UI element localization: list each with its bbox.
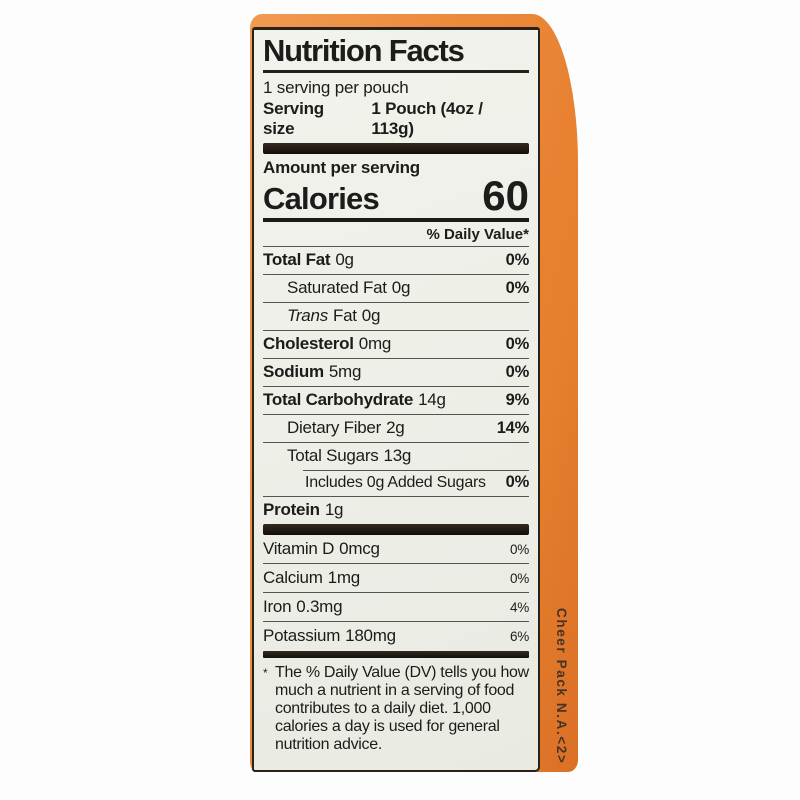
thick-separator-top — [263, 143, 529, 155]
nutrient-row-added-sugars: Includes 0g Added Sugars 0% — [263, 469, 530, 496]
nutrient-amount: 2g — [386, 418, 405, 438]
amount-per-serving-label: Amount per serving — [263, 158, 420, 178]
vitamin-dv: 6% — [509, 628, 529, 644]
nutrient-row-sodium: Sodium 5mg 0% — [263, 357, 530, 386]
footnote-text: The % Daily Value (DV) tells you how muc… — [275, 663, 529, 754]
nutrient-row-total-carbohydrate: Total Carbohydrate 14g 9% — [263, 385, 530, 414]
vitamin-dv: 0% — [509, 570, 529, 586]
nutrient-dv: 0% — [505, 473, 530, 492]
nutrient-dv: 0% — [505, 363, 530, 382]
nutrient-name-italic: Trans — [287, 306, 328, 326]
vitamin-amount: 1mg — [327, 567, 361, 587]
nutrient-row-trans-fat: Trans Fat 0g — [263, 301, 529, 330]
vitamin-row-iron: Iron 0.3mg 4% — [263, 591, 529, 621]
title-rule — [263, 70, 529, 74]
footnote: * The % Daily Value (DV) tells you how m… — [263, 661, 529, 754]
vitamin-rows: Vitamin D 0mcg 0% Calcium 1mg 0% Iron 0.… — [263, 535, 529, 650]
nutrient-amount: 0g — [391, 278, 411, 298]
package-edge-text: Cheer Pack N.A.<2> — [554, 607, 569, 764]
serving-size-label: Serving size — [263, 99, 324, 139]
vitamin-row-potassium: Potassium 180mg 6% — [263, 620, 529, 650]
nutrient-name: Total Carbohydrate — [263, 390, 414, 410]
nutrient-name: Total Sugars — [287, 446, 379, 466]
nutrient-name: Total Fat — [263, 250, 331, 270]
nutrient-amount: 0g — [361, 306, 381, 326]
nutrient-amount: 1g — [324, 500, 344, 520]
nutrient-dv: 9% — [505, 391, 530, 410]
nutrient-amount: 5mg — [328, 362, 362, 382]
nutrient-name: Dietary Fiber — [287, 418, 382, 438]
serving-size-row: Serving size 1 Pouch (4oz / 113g) — [263, 98, 529, 143]
nutrient-name: Fat — [332, 306, 357, 326]
vitamin-dv: 0% — [509, 541, 529, 557]
nutrient-dv: 0% — [505, 279, 530, 298]
nutrient-row-dietary-fiber: Dietary Fiber 2g 14% — [263, 413, 530, 442]
vitamin-amount: 0mcg — [339, 538, 380, 558]
nutrient-row-total-sugars: Total Sugars 13g — [263, 441, 529, 470]
thick-separator-middle — [263, 523, 529, 535]
servings-per-container: 1 serving per pouch — [263, 78, 409, 98]
footnote-marker: * — [263, 665, 268, 680]
calories-label: Calories — [263, 180, 380, 216]
nutrient-name: Sodium — [263, 362, 324, 382]
vitamin-name: Calcium — [263, 567, 323, 587]
vitamin-name: Vitamin D — [263, 538, 335, 558]
nutrition-facts-title: Nutrition Facts — [263, 33, 465, 68]
vitamin-row-calcium: Calcium 1mg 0% — [263, 562, 529, 592]
nutrient-row-total-fat: Total Fat 0g 0% — [263, 247, 529, 274]
serving-size-value: 1 Pouch (4oz / 113g) — [371, 99, 483, 139]
nutrient-amount: 13g — [383, 446, 412, 466]
vitamin-dv: 4% — [509, 599, 529, 615]
nutrient-amount: 0g — [335, 250, 354, 270]
nutrient-name: Saturated Fat — [287, 278, 387, 298]
calories-rule — [263, 217, 529, 222]
nutrient-dv: 0% — [505, 335, 530, 354]
nutrient-name: Cholesterol — [263, 334, 354, 354]
nutrient-name: Protein — [263, 500, 320, 520]
vitamin-row-vitamin-d: Vitamin D 0mcg 0% — [263, 535, 529, 563]
nutrition-facts-label: Nutrition Facts 1 serving per pouch Serv… — [252, 27, 540, 772]
vitamin-amount: 0.3mg — [296, 596, 343, 616]
nutrient-row-cholesterol: Cholesterol 0mg 0% — [263, 329, 530, 358]
pouch-package: Nutrition Facts 1 serving per pouch Serv… — [250, 14, 578, 772]
calories-row: Calories 60 — [263, 172, 529, 220]
vitamin-name: Iron — [263, 596, 292, 616]
nutrient-amount: 14g — [418, 390, 446, 410]
nutrient-dv: 14% — [496, 419, 530, 438]
calories-value: 60 — [482, 172, 529, 220]
vitamin-name: Potassium — [263, 625, 341, 645]
nutrient-amount: 0mg — [358, 334, 392, 354]
nutrient-row-protein: Protein 1g — [263, 495, 529, 524]
daily-value-header: % Daily Value* — [263, 222, 529, 247]
nutrient-name: Includes 0g Added Sugars — [305, 474, 486, 492]
nutrient-dv: 0% — [505, 251, 530, 270]
vitamin-amount: 180mg — [345, 625, 396, 645]
footnote-separator — [263, 650, 529, 658]
nutrient-row-saturated-fat: Saturated Fat 0g 0% — [263, 273, 530, 302]
nutrient-rows: Total Fat 0g 0% Saturated Fat 0g 0% Tran… — [263, 247, 529, 524]
